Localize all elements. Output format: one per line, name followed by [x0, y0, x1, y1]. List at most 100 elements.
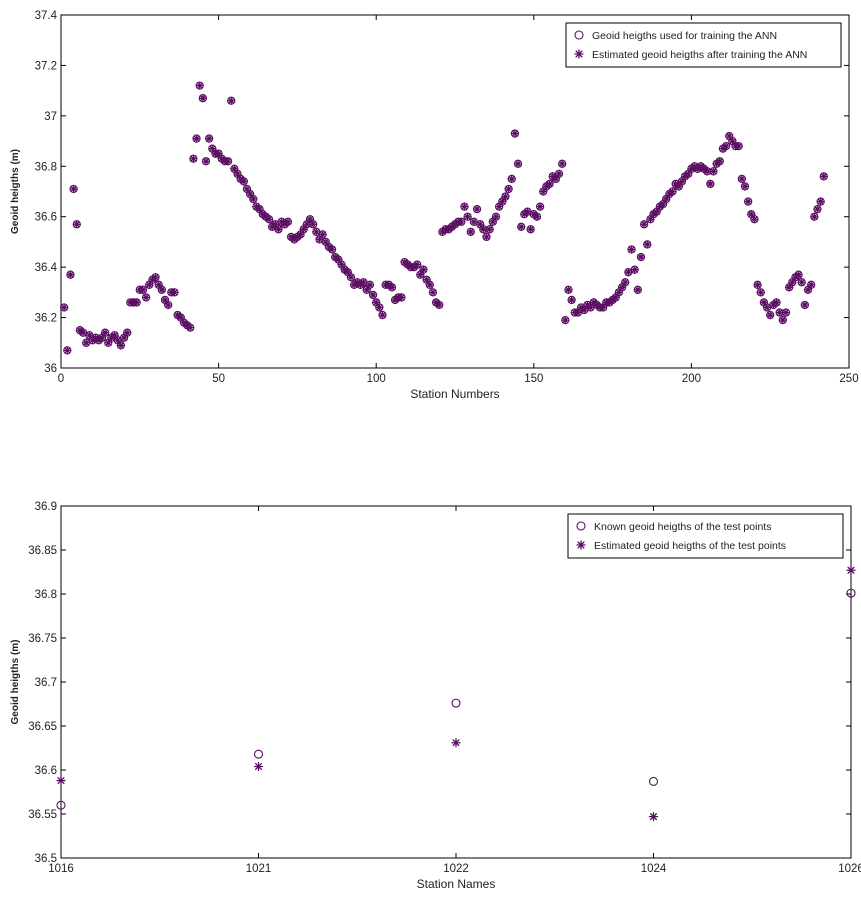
- training-point-star: [365, 280, 374, 289]
- training-point-star: [419, 265, 428, 274]
- training-point-star: [82, 338, 91, 347]
- training-point-star: [756, 288, 765, 297]
- training-point-star: [72, 220, 81, 229]
- training-point-star: [709, 167, 718, 176]
- training-point-star: [788, 278, 797, 287]
- legend-marker-training-star: [574, 49, 584, 59]
- test-known-point: [648, 776, 659, 786]
- training-point-star: [186, 323, 195, 332]
- y-tick-label: 36.6: [35, 212, 57, 224]
- legend-star-marker: [574, 49, 584, 59]
- chart-test: 1016 1021 1022 1024 1026 36.5 36.55 36.6 36.65 36…: [10, 501, 861, 891]
- legend-star-marker: [576, 540, 586, 550]
- training-point-star: [463, 212, 472, 221]
- training-point-star: [192, 134, 201, 143]
- training-point-star: [425, 280, 434, 289]
- chart-test-legend-box: [567, 513, 844, 559]
- training-point-star: [621, 278, 630, 287]
- training-point-star: [513, 159, 523, 168]
- training-point-star: [630, 265, 639, 274]
- training-point-star: [813, 205, 822, 214]
- training-point-star: [810, 212, 819, 221]
- y-tick-label: 36.55: [28, 809, 57, 821]
- test-estimated-point: [451, 738, 461, 748]
- x-tick-label: 50: [212, 373, 225, 385]
- training-point-star: [201, 157, 211, 166]
- chart-test-legend: Known geoid heigths of the test points E…: [567, 513, 844, 559]
- training-point-star: [545, 179, 554, 188]
- y-tick-label: 36.5: [35, 853, 57, 865]
- training-point-star: [79, 328, 88, 337]
- training-point-star: [375, 303, 384, 312]
- training-point-star: [662, 195, 671, 204]
- test-known-point: [846, 588, 856, 598]
- training-point-star: [564, 285, 573, 294]
- legend-circle-marker: [576, 521, 586, 531]
- chart-test-x-axis-label: Station Names: [417, 877, 496, 891]
- x-tick-label: 250: [839, 373, 858, 385]
- training-point-star: [283, 217, 292, 226]
- chart-training-ticks: 0 50 100 150 200 250 36 36.2 36.4 36.6 36.8 37 37.2 3…: [35, 10, 859, 385]
- training-point-star: [328, 245, 337, 254]
- chart-training-legend-box: [565, 22, 842, 68]
- training-point-star: [554, 169, 564, 178]
- training-point-star: [142, 293, 151, 302]
- y-tick-label: 36.2: [35, 313, 57, 325]
- x-tick-label: 1021: [246, 863, 272, 875]
- training-point-star: [69, 184, 78, 194]
- training-point-star: [706, 179, 715, 188]
- training-point-star: [807, 280, 816, 289]
- y-tick-label: 36: [44, 363, 57, 375]
- chart-test-plot-area: [60, 505, 852, 859]
- training-point-star: [558, 159, 567, 168]
- training-point-star: [819, 172, 828, 181]
- training-point-star: [753, 280, 762, 289]
- chart-training-legend: Geoid heigths used for training the ANN …: [565, 22, 842, 68]
- training-point-star: [164, 300, 173, 310]
- training-point-star: [794, 270, 803, 279]
- training-point-star: [507, 174, 516, 183]
- training-point-star: [624, 268, 633, 277]
- training-point-star: [722, 142, 731, 151]
- training-point-star: [249, 195, 258, 204]
- training-point-star: [378, 310, 387, 320]
- training-point-star: [63, 346, 72, 355]
- training-point-star: [368, 290, 378, 299]
- training-point-star: [460, 202, 469, 211]
- training-point-star: [517, 222, 526, 231]
- training-point-star: [101, 328, 110, 337]
- training-point-star: [469, 217, 478, 226]
- y-tick-label: 37.4: [35, 10, 58, 22]
- legend-label-training-star: Estimated geoid heigths after training t…: [592, 49, 807, 61]
- training-point-star: [123, 328, 132, 337]
- training-point-star: [151, 273, 160, 282]
- training-point-star: [772, 298, 781, 307]
- y-tick-label: 36.7: [35, 677, 57, 689]
- training-point-star: [532, 212, 542, 221]
- training-point-star: [296, 230, 305, 239]
- training-point-star: [816, 197, 825, 206]
- training-point-star: [491, 212, 501, 221]
- training-point-star: [800, 300, 809, 310]
- x-tick-label: 1016: [48, 863, 74, 875]
- legend-label-training-circle: Geoid heigths used for training the ANN: [592, 30, 777, 42]
- training-point-star: [104, 338, 113, 347]
- training-point-star: [744, 197, 753, 206]
- training-point-star: [214, 149, 223, 158]
- x-tick-label: 150: [524, 373, 543, 385]
- training-point-star: [750, 215, 759, 224]
- training-point-star: [640, 220, 649, 229]
- training-point-star: [482, 232, 491, 241]
- training-point-star: [195, 81, 204, 90]
- training-point-star: [781, 308, 791, 317]
- training-point-star: [737, 174, 746, 183]
- training-point-star: [778, 316, 787, 325]
- x-tick-label: 100: [367, 373, 386, 385]
- training-point-star: [198, 94, 207, 103]
- training-point-star: [526, 225, 535, 234]
- training-point-star: [715, 157, 724, 166]
- y-tick-label: 36.4: [35, 262, 58, 274]
- training-point-star: [504, 184, 513, 194]
- test-known-point: [253, 749, 264, 759]
- x-tick-label: 0: [58, 373, 64, 385]
